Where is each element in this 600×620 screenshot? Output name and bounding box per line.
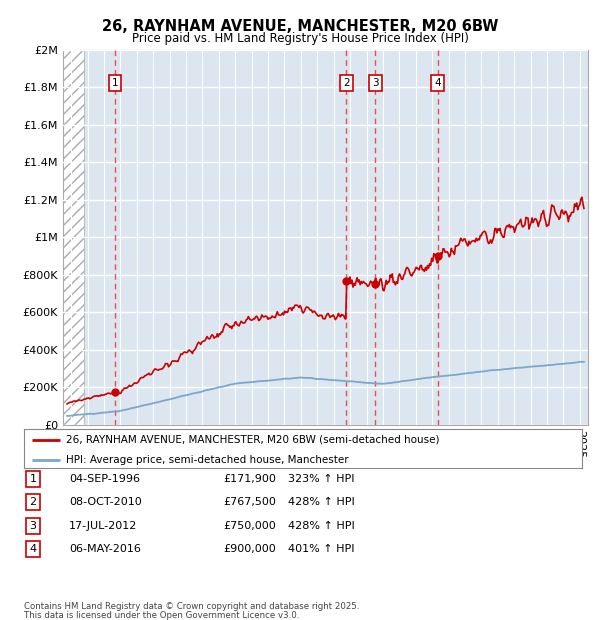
Text: 1: 1 — [112, 78, 118, 89]
Text: 08-OCT-2010: 08-OCT-2010 — [69, 497, 142, 507]
Text: 401% ↑ HPI: 401% ↑ HPI — [288, 544, 355, 554]
Text: 3: 3 — [29, 521, 37, 531]
Text: This data is licensed under the Open Government Licence v3.0.: This data is licensed under the Open Gov… — [24, 611, 299, 620]
Text: 323% ↑ HPI: 323% ↑ HPI — [288, 474, 355, 484]
Text: Price paid vs. HM Land Registry's House Price Index (HPI): Price paid vs. HM Land Registry's House … — [131, 32, 469, 45]
Bar — [63, 50, 83, 425]
Text: 3: 3 — [372, 78, 379, 89]
Text: £171,900: £171,900 — [223, 474, 276, 484]
Text: 4: 4 — [29, 544, 37, 554]
Text: 428% ↑ HPI: 428% ↑ HPI — [288, 497, 355, 507]
Text: 17-JUL-2012: 17-JUL-2012 — [69, 521, 137, 531]
Text: 2: 2 — [29, 497, 37, 507]
Text: 06-MAY-2016: 06-MAY-2016 — [69, 544, 141, 554]
Text: 1: 1 — [29, 474, 37, 484]
Text: HPI: Average price, semi-detached house, Manchester: HPI: Average price, semi-detached house,… — [66, 454, 349, 464]
Text: 26, RAYNHAM AVENUE, MANCHESTER, M20 6BW: 26, RAYNHAM AVENUE, MANCHESTER, M20 6BW — [102, 19, 498, 33]
Text: 428% ↑ HPI: 428% ↑ HPI — [288, 521, 355, 531]
Text: 2: 2 — [343, 78, 350, 89]
Text: £750,000: £750,000 — [223, 521, 276, 531]
Text: 4: 4 — [434, 78, 441, 89]
Text: £767,500: £767,500 — [223, 497, 276, 507]
Text: Contains HM Land Registry data © Crown copyright and database right 2025.: Contains HM Land Registry data © Crown c… — [24, 602, 359, 611]
Text: £900,000: £900,000 — [223, 544, 276, 554]
Text: 04-SEP-1996: 04-SEP-1996 — [69, 474, 140, 484]
Text: 26, RAYNHAM AVENUE, MANCHESTER, M20 6BW (semi-detached house): 26, RAYNHAM AVENUE, MANCHESTER, M20 6BW … — [66, 435, 439, 445]
